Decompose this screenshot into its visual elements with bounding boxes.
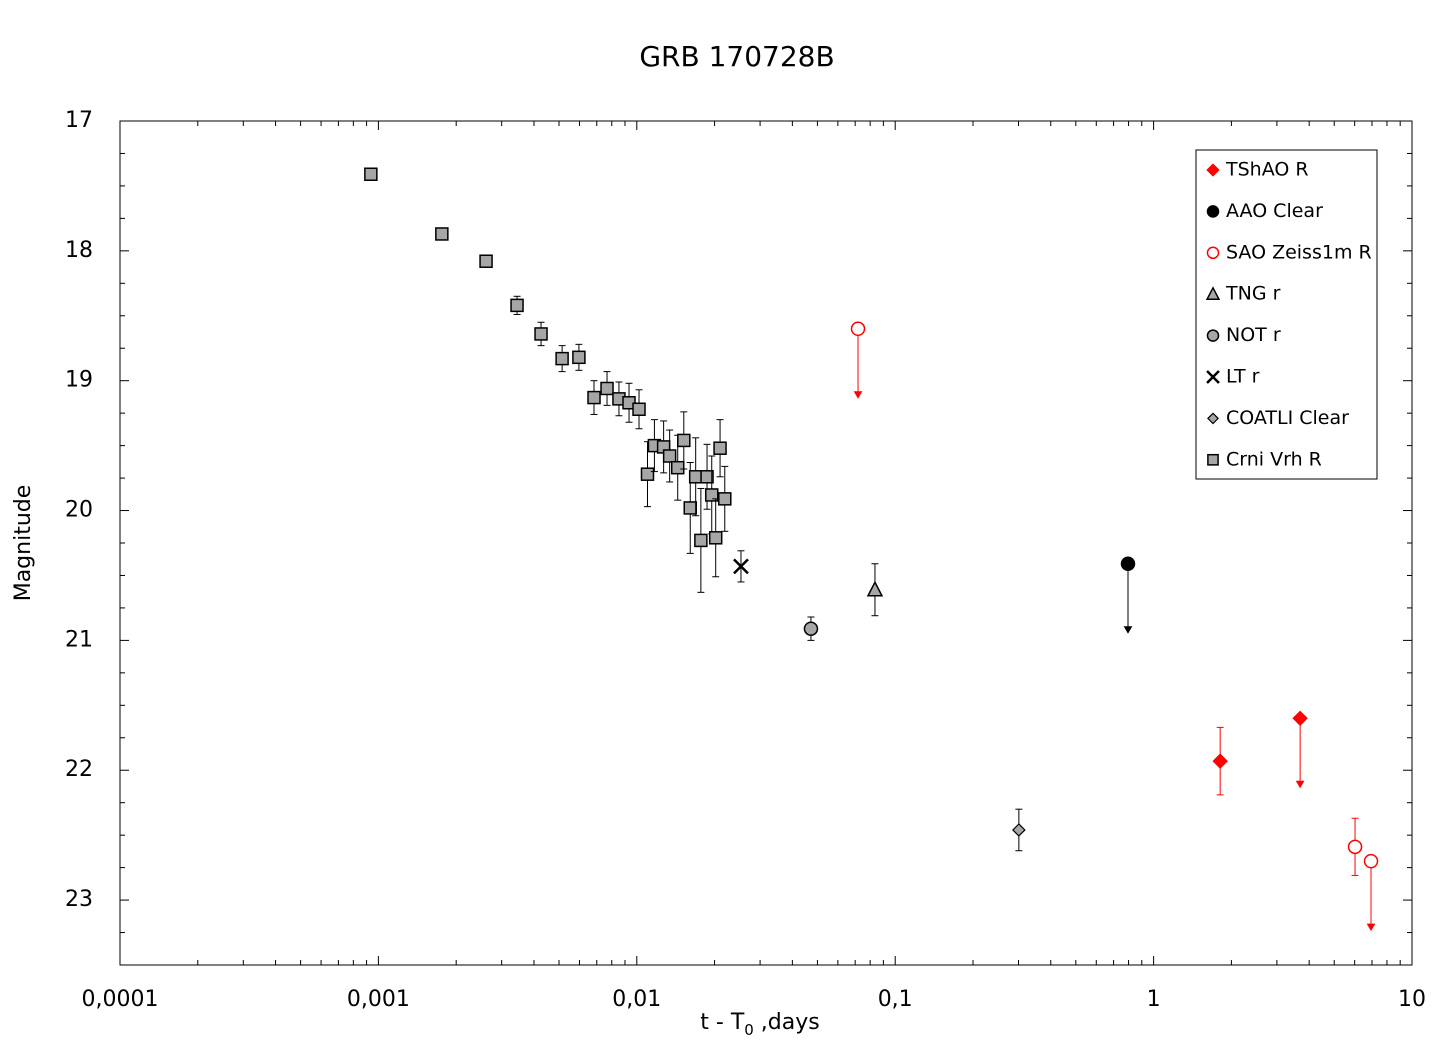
x-axis-label-part: ,days bbox=[754, 1010, 820, 1035]
marker bbox=[1205, 286, 1221, 301]
legend-box bbox=[1195, 149, 1378, 480]
x-tick-label: 0,001 bbox=[347, 987, 410, 1012]
marker bbox=[479, 254, 493, 268]
marker bbox=[866, 580, 884, 597]
marker bbox=[683, 501, 697, 515]
marker bbox=[435, 227, 449, 241]
legend-label: TShAO R bbox=[1225, 159, 1309, 181]
marker bbox=[632, 402, 646, 417]
marker bbox=[700, 470, 714, 484]
arrow-head bbox=[1366, 923, 1376, 932]
marker bbox=[1206, 205, 1220, 218]
marker bbox=[694, 533, 708, 548]
chart-title: GRB 170728B bbox=[639, 40, 834, 73]
marker bbox=[572, 350, 586, 365]
x-tick-label: 0,0001 bbox=[82, 987, 159, 1012]
marker bbox=[1347, 839, 1363, 855]
y-tick-label: 22 bbox=[65, 757, 93, 782]
upper-limit-arrow bbox=[1295, 718, 1305, 789]
marker bbox=[704, 488, 719, 502]
x-axis-label: t - T0 ,days bbox=[700, 1010, 819, 1039]
x-axis-label-part: t - T bbox=[700, 1010, 745, 1035]
marker bbox=[850, 321, 866, 337]
marker bbox=[510, 298, 524, 313]
y-tick-label: 17 bbox=[65, 108, 93, 133]
marker bbox=[600, 381, 614, 396]
y-tick-label: 18 bbox=[65, 238, 93, 263]
legend-label: AAO Clear bbox=[1226, 200, 1323, 222]
y-tick-label: 23 bbox=[65, 887, 93, 912]
legend-label: Crni Vrh R bbox=[1226, 448, 1322, 470]
upper-limit-arrow bbox=[1123, 563, 1133, 634]
marker bbox=[364, 167, 378, 181]
marker bbox=[670, 460, 685, 475]
y-axis-label: Magnitude bbox=[11, 485, 36, 602]
arrow-head bbox=[1295, 780, 1305, 789]
arrow-head bbox=[1123, 626, 1133, 634]
marker bbox=[662, 449, 677, 463]
marker bbox=[1120, 556, 1136, 572]
marker bbox=[1363, 853, 1379, 869]
legend-label: LT r bbox=[1226, 366, 1260, 388]
x-tick-label: 0,01 bbox=[612, 987, 661, 1012]
marker bbox=[733, 558, 749, 575]
marker bbox=[1212, 753, 1228, 769]
y-tick-label: 21 bbox=[65, 627, 93, 652]
marker bbox=[803, 621, 819, 636]
arrow-head bbox=[853, 391, 863, 399]
legend-label: NOT r bbox=[1226, 324, 1281, 346]
marker bbox=[718, 492, 732, 506]
y-tick-label: 19 bbox=[65, 368, 93, 393]
marker bbox=[1012, 823, 1026, 837]
marker bbox=[688, 470, 703, 484]
legend-label: SAO Zeiss1m R bbox=[1226, 241, 1372, 263]
legend-label: TNG r bbox=[1225, 283, 1281, 305]
marker bbox=[713, 441, 727, 455]
x-axis-label-sub: 0 bbox=[744, 1021, 754, 1039]
marker bbox=[555, 351, 569, 366]
marker bbox=[1207, 453, 1219, 466]
marker bbox=[1206, 370, 1220, 384]
marker bbox=[534, 327, 548, 341]
marker bbox=[677, 433, 691, 448]
marker bbox=[708, 531, 723, 545]
marker bbox=[640, 467, 655, 481]
y-tick-label: 20 bbox=[65, 498, 93, 523]
marker bbox=[1292, 710, 1308, 726]
upper-limit-arrow bbox=[853, 328, 863, 399]
marker bbox=[1207, 412, 1219, 425]
marker bbox=[1206, 246, 1220, 260]
x-tick-label: 10 bbox=[1398, 987, 1426, 1012]
legend-label: COATLI Clear bbox=[1226, 407, 1349, 429]
marker bbox=[1206, 329, 1220, 342]
marker bbox=[1206, 163, 1220, 177]
marker bbox=[587, 390, 601, 405]
x-tick-label: 0,1 bbox=[878, 987, 913, 1012]
upper-limit-arrow bbox=[1366, 861, 1376, 932]
x-tick-label: 1 bbox=[1147, 987, 1161, 1012]
